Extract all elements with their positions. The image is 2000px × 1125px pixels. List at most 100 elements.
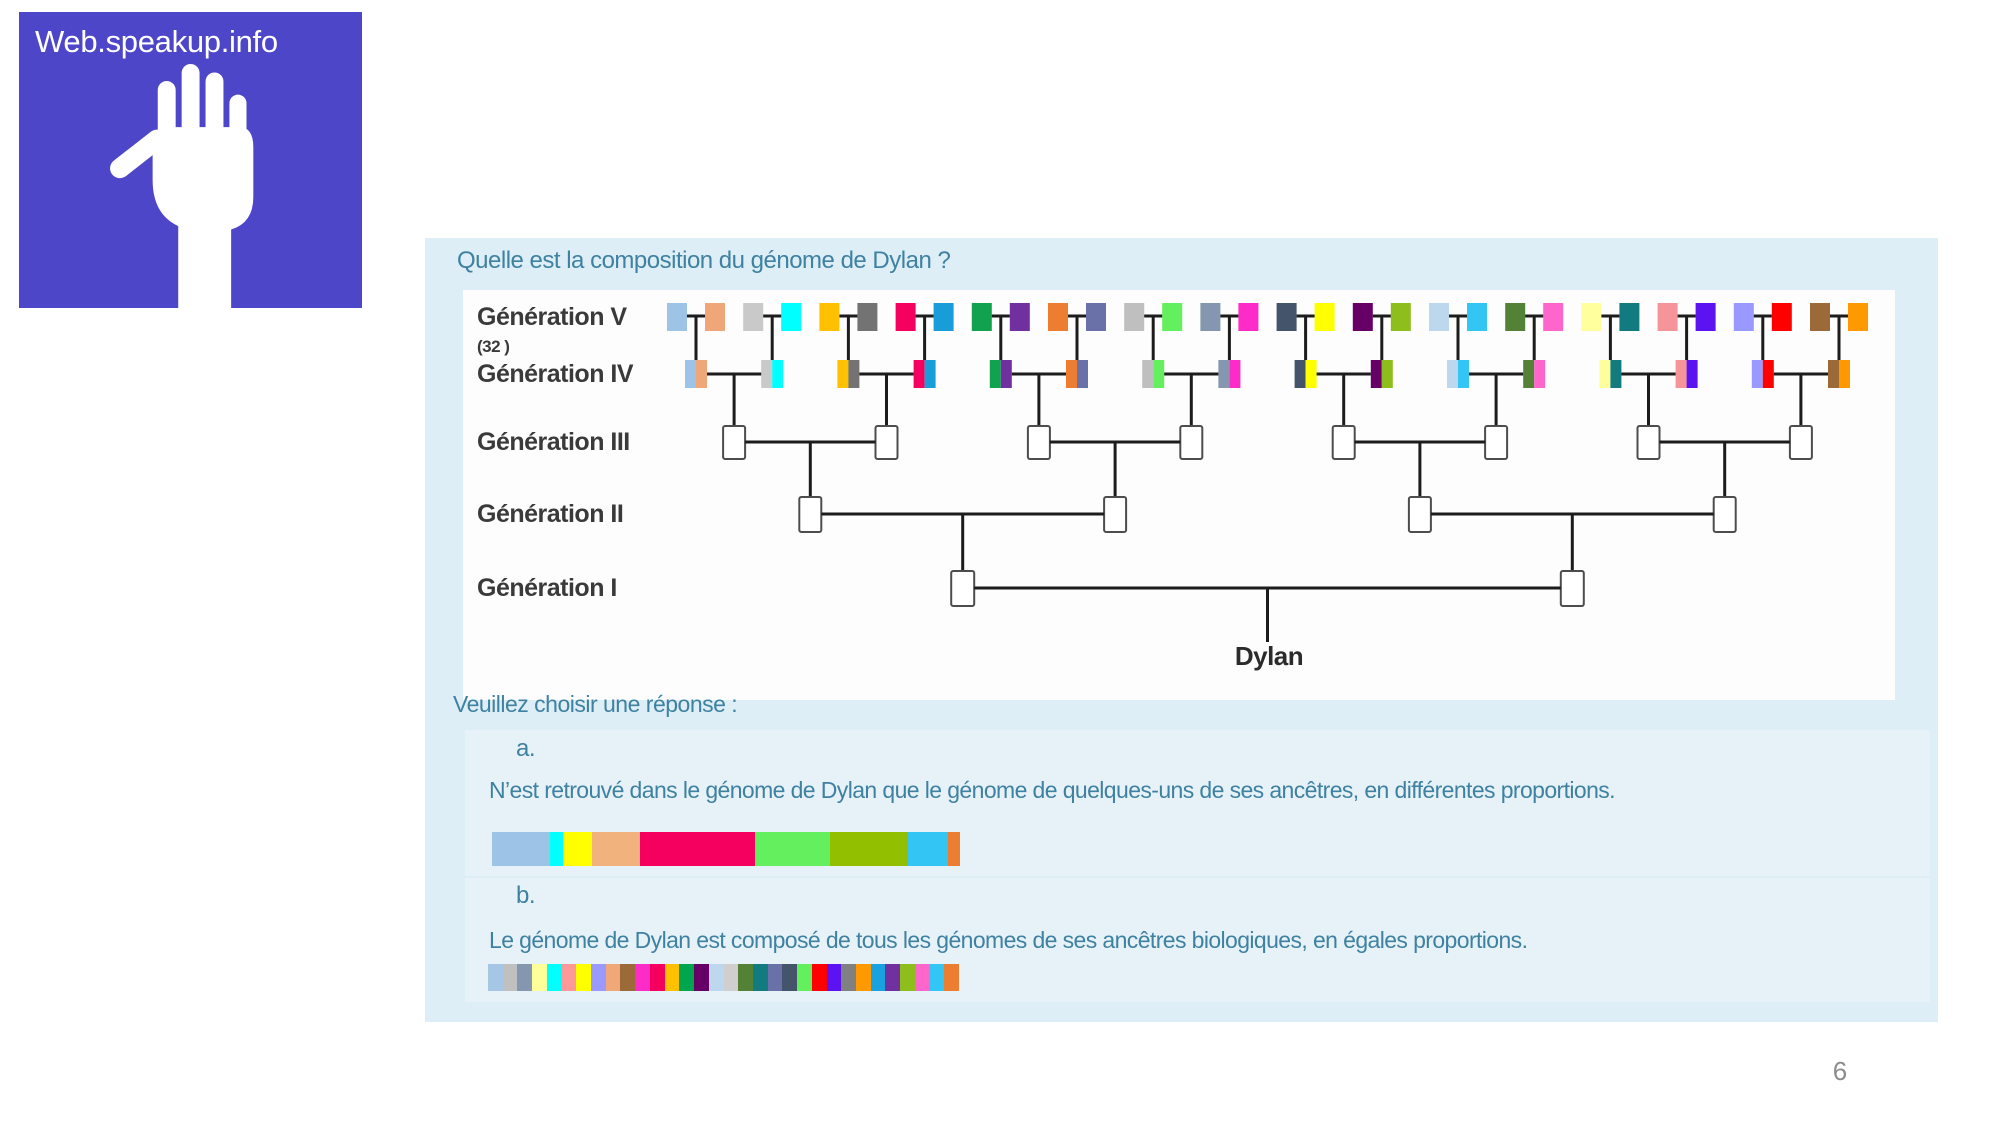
descendant-box — [798, 496, 823, 533]
gen5-ancestor — [1581, 303, 1602, 331]
generation-v-count: (32 ) — [477, 337, 510, 356]
gen4-half — [1218, 360, 1230, 388]
bar-segment — [755, 832, 831, 866]
dylan-label: Dylan — [1234, 641, 1304, 671]
generation-ii-label: Génération II — [477, 500, 624, 528]
gen4-half — [1523, 360, 1535, 388]
gen4-half — [1828, 360, 1839, 388]
descendant-box — [1179, 425, 1204, 460]
gen5-ancestor — [1848, 303, 1868, 331]
bar-segment — [635, 964, 650, 991]
gen5-ancestor — [857, 303, 878, 331]
bar-segment — [914, 964, 930, 991]
pedigree-diagram-box — [463, 290, 1895, 700]
bar-segment — [708, 964, 724, 991]
gen5-ancestor — [1505, 303, 1526, 331]
generation-iv-label: Génération IV — [477, 360, 634, 388]
gen4-half — [1599, 360, 1611, 388]
gen4-half — [1675, 360, 1687, 388]
bar-segment — [502, 964, 518, 991]
descendant-box — [1788, 425, 1813, 460]
gen4-half — [1229, 360, 1241, 388]
bar-segment — [811, 964, 827, 991]
gen4-half — [1153, 360, 1165, 388]
bar-segment — [841, 964, 856, 991]
descendant-box — [1103, 496, 1128, 533]
gen4-half — [1458, 360, 1469, 388]
gen5-ancestor — [1390, 303, 1411, 331]
gen5-ancestor — [1619, 303, 1640, 331]
speakup-logo: Web.speakup.info — [19, 12, 362, 308]
bar-segment — [826, 964, 842, 991]
bar-segment — [948, 832, 960, 866]
gen4-half — [1762, 360, 1774, 388]
bar-segment — [694, 964, 709, 991]
bar-segment — [738, 964, 753, 991]
option-b-text: Le génome de Dylan est composé de tous l… — [489, 927, 1528, 953]
bar-segment — [488, 964, 503, 991]
gen5-ancestor — [1695, 303, 1716, 331]
gen4-half — [1751, 360, 1763, 388]
gen5-ancestor — [667, 303, 687, 331]
gen4-half — [1610, 360, 1622, 388]
bar-segment — [830, 832, 909, 866]
bar-segment — [679, 964, 695, 991]
bar-segment — [517, 964, 533, 991]
gen4-half — [1077, 360, 1088, 388]
descendant-box — [874, 425, 899, 460]
generation-v-label: Génération V — [477, 303, 627, 331]
gen5-ancestor — [781, 303, 802, 331]
gen4-half — [1000, 360, 1012, 388]
bar-segment — [944, 964, 959, 991]
gen5-ancestor — [743, 303, 764, 331]
bar-segment — [563, 832, 593, 866]
gen5-ancestor — [1314, 303, 1335, 331]
bar-segment — [723, 964, 739, 991]
descendant-box — [1484, 425, 1509, 460]
gen5-ancestor — [971, 303, 992, 331]
option-b-key: b. — [516, 882, 536, 909]
gen5-ancestor — [1810, 303, 1830, 331]
family-tree-svg — [667, 303, 1868, 642]
gen4-half — [1686, 360, 1698, 388]
bar-segment — [620, 964, 636, 991]
bar-segment — [592, 832, 641, 866]
gen4-half — [1381, 360, 1393, 388]
bar-segment — [797, 964, 812, 991]
descendant-box — [950, 570, 976, 607]
gen5-ancestor — [1009, 303, 1030, 331]
descendant-box — [1559, 570, 1585, 607]
bar-segment — [492, 832, 551, 866]
gen4-half — [761, 360, 773, 388]
bar-segment — [640, 832, 756, 866]
gen4-half — [1305, 360, 1317, 388]
bar-segment — [767, 964, 783, 991]
bar-segment — [870, 964, 886, 991]
gen4-half — [837, 360, 849, 388]
descendant-box — [1331, 425, 1356, 460]
bar-segment — [782, 964, 798, 991]
gen5-ancestor — [895, 303, 916, 331]
logo-title: Web.speakup.info — [35, 24, 278, 59]
bar-segment — [532, 964, 547, 991]
gen5-ancestor — [1238, 303, 1259, 331]
gen4-half — [1534, 360, 1546, 388]
gen5-ancestor — [1657, 303, 1678, 331]
generation-iii-label: Génération III — [477, 428, 630, 456]
gen4-half — [913, 360, 925, 388]
gen4-half — [1447, 360, 1458, 388]
bar-segment — [605, 964, 621, 991]
gen4-half — [1370, 360, 1382, 388]
gen4-half — [1294, 360, 1306, 388]
bar-segment — [664, 964, 680, 991]
gen5-ancestor — [1200, 303, 1221, 331]
descendant-box — [1712, 496, 1737, 533]
bar-segment — [550, 832, 564, 866]
gen4-half — [1066, 360, 1077, 388]
bar-segment — [649, 964, 665, 991]
gen5-ancestor — [1429, 303, 1449, 331]
gen5-ancestor — [1162, 303, 1183, 331]
option-b-genome-bar — [488, 964, 959, 991]
gen5-ancestor — [1733, 303, 1754, 331]
